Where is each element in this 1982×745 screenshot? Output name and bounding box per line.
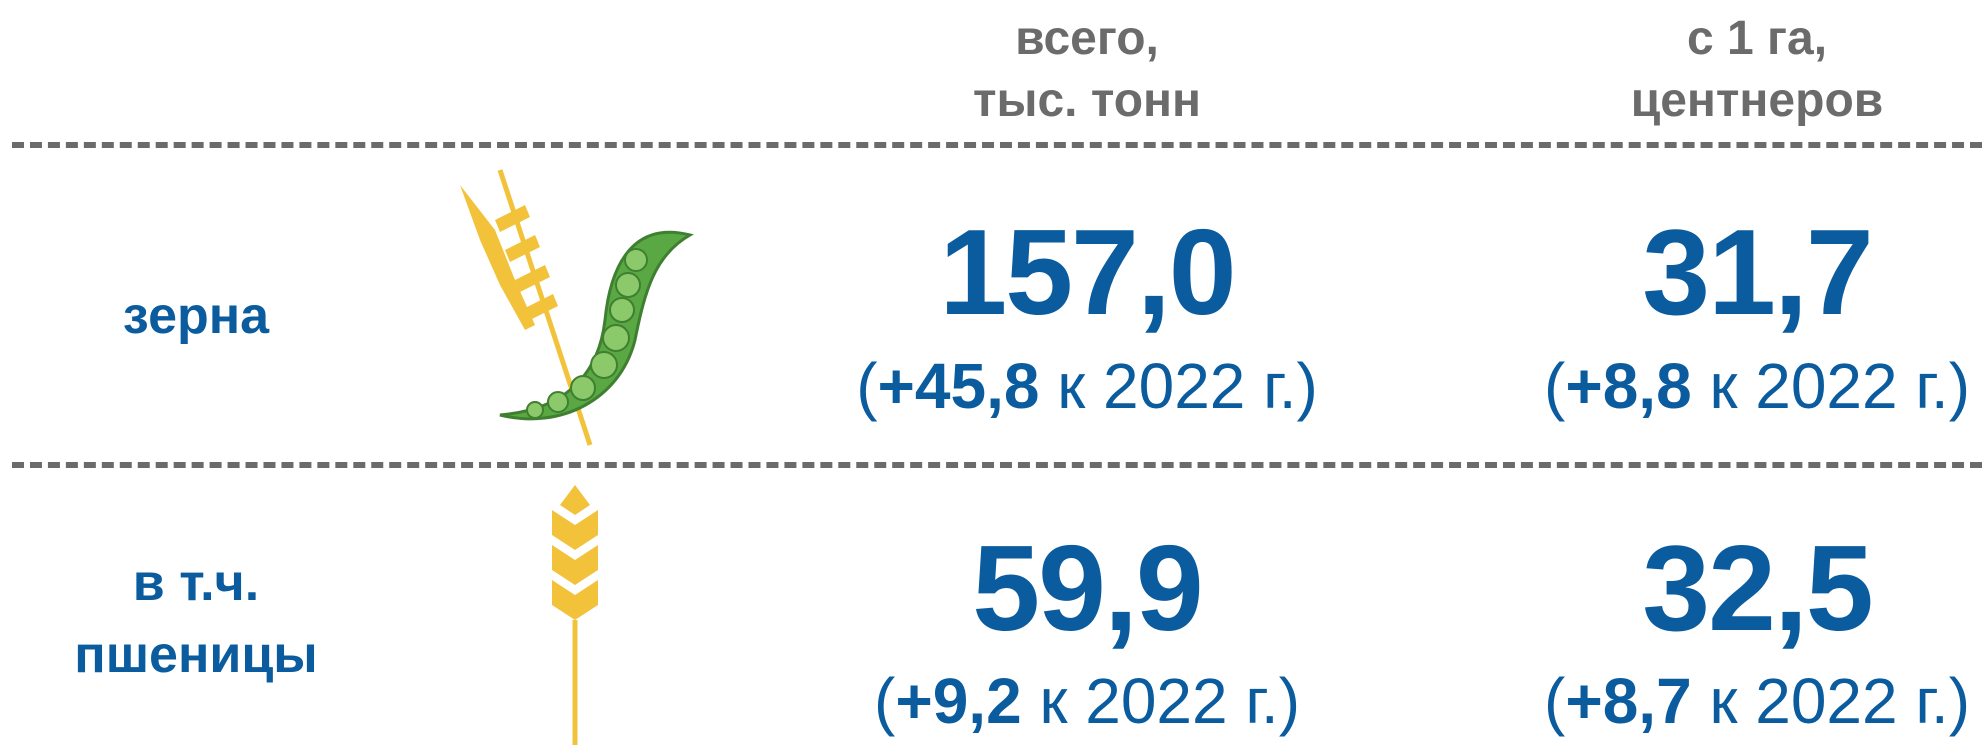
column-header: с 1 га, центнеров [1631,15,1884,125]
delta: +8,8 [1565,350,1692,422]
change: (+8,8 к 2022 г.) [1544,354,1970,418]
row-label: в т.ч. пшеницы [74,557,317,681]
paren: ( [856,350,878,422]
row-label: зерна [123,290,269,342]
change: (+9,2 к 2022 г.) [874,669,1300,733]
delta: +9,2 [895,665,1022,737]
header-line: центнеров [1630,74,1884,127]
header-line: с 1 га, [1686,12,1828,65]
delta: +8,7 [1565,665,1692,737]
divider [12,462,1982,468]
value: 157,0 [939,204,1236,340]
change-rest: к 2022 г.) [1691,665,1970,737]
change-rest: к 2022 г.) [1691,350,1970,422]
change: (+8,7 к 2022 г.) [1544,669,1970,733]
change-rest: к 2022 г.) [1021,665,1300,737]
label-line: зерна [122,287,270,345]
value: 32,5 [1642,520,1873,656]
paren: ( [874,665,896,737]
wheat-icon [552,485,598,745]
value: 59,9 [972,520,1203,656]
change-rest: к 2022 г.) [1039,350,1318,422]
delta: +45,8 [877,350,1040,422]
divider [12,142,1982,148]
header-line: тыс. тонн [972,74,1202,127]
label-line: в т.ч. [132,554,260,612]
header-line: всего, [1015,12,1159,65]
label-line: пшеницы [74,626,318,684]
paren: ( [1544,350,1566,422]
paren: ( [1544,665,1566,737]
column-header: всего, тыс. тонн [973,15,1201,125]
grain-pea-icon [460,169,694,446]
value: 31,7 [1642,204,1873,340]
change: (+45,8 к 2022 г.) [856,354,1318,418]
